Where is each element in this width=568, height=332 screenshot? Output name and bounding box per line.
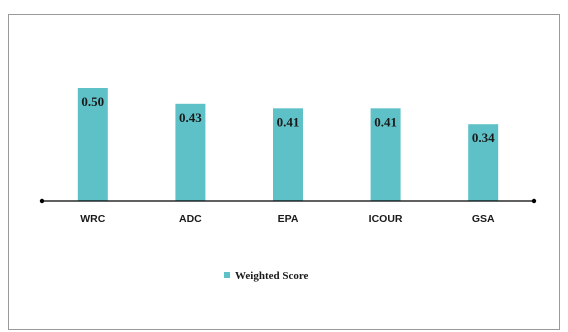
x-tick-label-icour: ICOUR [369, 213, 403, 225]
x-axis-right-endpoint [531, 198, 537, 204]
bars-group [77, 88, 499, 201]
x-tick-label-wrc: WRC [80, 213, 105, 225]
x-axis-left-endpoint [39, 198, 45, 204]
bar-value-label-adc: 0.43 [179, 110, 202, 125]
bar-icour [370, 108, 401, 201]
legend-swatch [224, 272, 230, 278]
legend: Weighted Score [224, 270, 309, 282]
bar-adc [175, 103, 206, 201]
legend-label: Weighted Score [235, 270, 309, 282]
bar-gsa [468, 124, 499, 201]
x-tick-label-epa: EPA [278, 213, 299, 225]
x-tick-label-adc: ADC [179, 213, 202, 225]
bar-value-label-wrc: 0.50 [81, 94, 104, 109]
x-tick-label-gsa: GSA [472, 213, 495, 225]
bar-value-label-icour: 0.41 [374, 114, 397, 129]
bar-value-label-epa: 0.41 [277, 114, 300, 129]
x-axis [39, 198, 537, 204]
bar-epa [273, 108, 303, 201]
x-axis-tick-labels: WRC ADC EPA ICOUR GSA [80, 213, 495, 225]
bar-value-label-gsa: 0.34 [472, 130, 495, 145]
bar-wrc [77, 88, 108, 201]
bar-value-labels: 0.50 0.43 0.41 0.41 0.34 [81, 94, 495, 145]
